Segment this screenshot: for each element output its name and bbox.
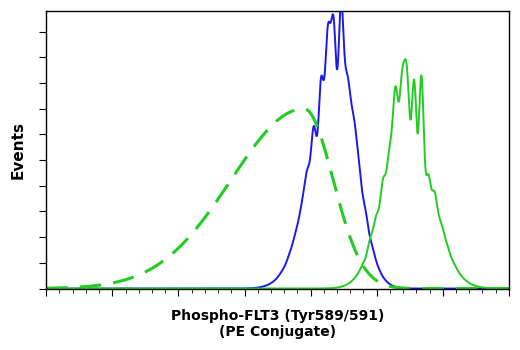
X-axis label: Phospho-FLT3 (Tyr589/591)
(PE Conjugate): Phospho-FLT3 (Tyr589/591) (PE Conjugate): [171, 309, 384, 339]
Y-axis label: Events: Events: [11, 121, 26, 179]
